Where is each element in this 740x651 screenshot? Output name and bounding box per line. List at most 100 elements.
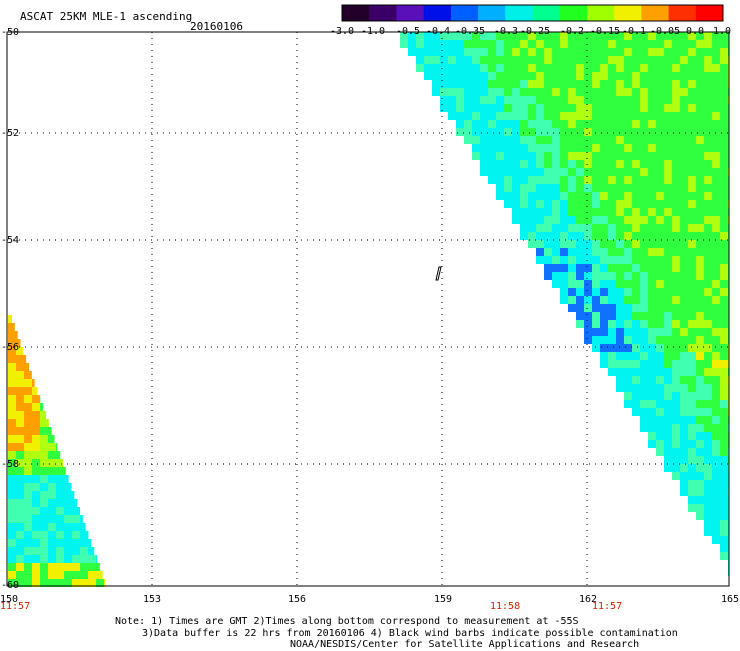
wind-cell bbox=[616, 312, 624, 320]
wind-cell bbox=[512, 96, 520, 104]
wind-cell bbox=[680, 448, 688, 456]
wind-cell bbox=[584, 312, 592, 320]
wind-cell bbox=[440, 40, 448, 48]
wind-cell bbox=[528, 64, 536, 72]
wind-cell bbox=[544, 40, 552, 48]
wind-cell bbox=[640, 328, 648, 336]
wind-cell bbox=[8, 363, 16, 371]
wind-cell bbox=[440, 80, 448, 88]
wind-cell bbox=[624, 376, 632, 384]
wind-cell bbox=[704, 176, 712, 184]
wind-cell bbox=[24, 491, 32, 499]
wind-cell bbox=[528, 144, 536, 152]
wind-cell bbox=[656, 368, 664, 376]
wind-cell bbox=[656, 424, 664, 432]
wind-cell bbox=[520, 160, 528, 168]
wind-cell bbox=[720, 456, 728, 464]
wind-cell bbox=[56, 571, 64, 579]
wind-cell bbox=[504, 128, 512, 136]
wind-cell bbox=[616, 64, 624, 72]
wind-cell bbox=[640, 80, 648, 88]
wind-cell bbox=[568, 168, 576, 176]
wind-cell bbox=[544, 184, 552, 192]
wind-cell bbox=[528, 128, 536, 136]
wind-cell bbox=[704, 288, 712, 296]
wind-cell bbox=[688, 416, 696, 424]
wind-cell bbox=[544, 48, 552, 56]
wind-cell bbox=[560, 88, 568, 96]
wind-cell bbox=[560, 104, 568, 112]
wind-cell bbox=[624, 144, 632, 152]
wind-cell bbox=[680, 64, 688, 72]
wind-cell bbox=[24, 435, 32, 443]
wind-cell bbox=[416, 64, 424, 72]
wind-cell bbox=[720, 384, 728, 392]
wind-cell bbox=[664, 112, 672, 120]
wind-cell bbox=[592, 136, 600, 144]
wind-cell bbox=[664, 144, 672, 152]
wind-cell bbox=[688, 200, 696, 208]
wind-cell bbox=[592, 272, 600, 280]
wind-cell bbox=[504, 72, 512, 80]
wind-cell bbox=[624, 80, 632, 88]
wind-cell bbox=[600, 240, 608, 248]
wind-cell bbox=[656, 312, 664, 320]
wind-cell bbox=[576, 56, 584, 64]
swath-right bbox=[400, 32, 729, 576]
wind-cell bbox=[608, 224, 616, 232]
wind-cell bbox=[712, 192, 720, 200]
wind-barb-icon bbox=[436, 267, 441, 280]
wind-cell bbox=[584, 120, 592, 128]
wind-cell bbox=[32, 531, 40, 539]
wind-cell bbox=[568, 280, 576, 288]
wind-cell bbox=[664, 232, 672, 240]
wind-cell bbox=[688, 496, 696, 504]
wind-cell bbox=[8, 419, 16, 427]
wind-cell bbox=[32, 507, 40, 515]
wind-cell bbox=[696, 368, 704, 376]
wind-cell bbox=[584, 88, 592, 96]
wind-cell bbox=[8, 563, 16, 571]
wind-cell bbox=[688, 168, 696, 176]
wind-cell bbox=[712, 96, 720, 104]
wind-cell bbox=[648, 64, 656, 72]
wind-cell bbox=[496, 96, 504, 104]
wind-cell bbox=[520, 120, 528, 128]
wind-cell bbox=[616, 104, 624, 112]
wind-cell bbox=[608, 216, 616, 224]
wind-cell bbox=[520, 144, 528, 152]
wind-cell bbox=[696, 48, 704, 56]
wind-cell bbox=[624, 352, 632, 360]
wind-cell bbox=[584, 272, 592, 280]
wind-cell bbox=[24, 411, 32, 419]
wind-cell bbox=[32, 491, 40, 499]
wind-cell bbox=[640, 416, 648, 424]
wind-cell bbox=[472, 96, 480, 104]
wind-cell bbox=[648, 392, 656, 400]
wind-cell bbox=[632, 112, 640, 120]
wind-cell bbox=[544, 160, 552, 168]
wind-cell bbox=[712, 80, 720, 88]
wind-cell bbox=[712, 136, 720, 144]
wind-cell bbox=[680, 224, 688, 232]
wind-cell bbox=[608, 152, 616, 160]
wind-cell bbox=[488, 40, 496, 48]
wind-cell bbox=[696, 272, 704, 280]
wind-cell bbox=[576, 136, 584, 144]
wind-cell bbox=[24, 563, 32, 571]
wind-cell bbox=[688, 392, 696, 400]
wind-cell bbox=[672, 368, 680, 376]
wind-cell bbox=[608, 88, 616, 96]
wind-cell bbox=[496, 72, 504, 80]
wind-cell bbox=[552, 96, 560, 104]
wind-cell bbox=[48, 523, 56, 531]
wind-cell bbox=[432, 88, 440, 96]
wind-cell bbox=[712, 64, 720, 72]
wind-cell bbox=[472, 120, 480, 128]
wind-cell bbox=[696, 72, 704, 80]
wind-cell bbox=[504, 112, 512, 120]
wind-cell bbox=[696, 56, 704, 64]
wind-cell bbox=[608, 352, 616, 360]
wind-cell bbox=[672, 216, 680, 224]
wind-cell bbox=[640, 168, 648, 176]
